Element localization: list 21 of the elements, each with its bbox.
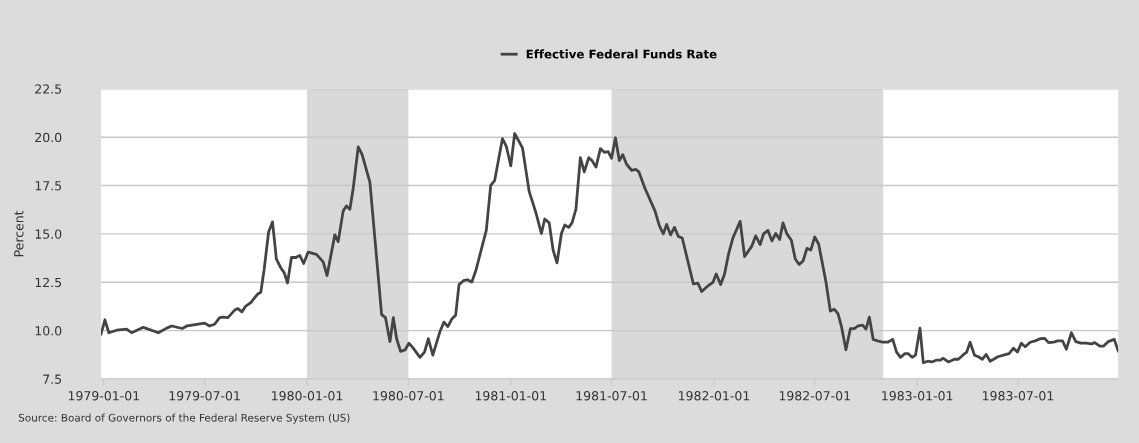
x-tick-label: 1983-01-01 [882,391,953,401]
y-tick-label: 20.0 [35,132,62,143]
y-tick-label: 7.5 [43,374,62,384]
line-series [101,132,1119,365]
y-tick-label: 15.0 [35,229,62,239]
y-tick-label: 22.5 [35,84,62,94]
x-tick-label: 1981-01-01 [475,391,546,401]
x-tick-label: 1982-07-01 [779,391,850,401]
y-tick-label: 17.5 [35,181,62,191]
y-tick-label: 12.5 [35,277,62,288]
x-tick-label: 1982-01-01 [679,391,750,401]
y-tick-label: 10.0 [35,326,62,336]
x-tick-label: 1980-07-01 [373,391,444,401]
x-tick-label: 1981-07-01 [576,391,647,401]
x-tick-label: 1983-07-01 [983,391,1054,401]
x-tick-label: 1979-01-01 [68,391,139,401]
legend-label: Effective Federal Funds Rate [526,49,717,59]
x-tick-label: 1980-01-01 [272,391,343,401]
x-tick-label: 1979-07-01 [169,391,240,401]
source-note: Source: Board of Governors of the Federal Reserve System (US) [18,413,350,424]
y-axis-title: Percent [14,210,24,257]
